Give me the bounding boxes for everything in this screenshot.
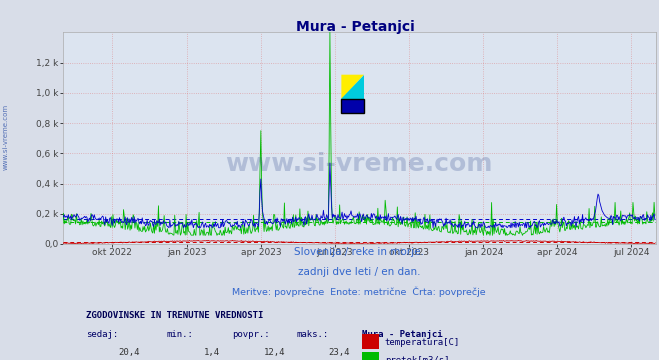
Text: zadnji dve leti / en dan.: zadnji dve leti / en dan. bbox=[298, 267, 420, 277]
Bar bbox=[362, 352, 379, 360]
Text: Slovenija / reke in morje.: Slovenija / reke in morje. bbox=[294, 247, 424, 257]
Text: temperatura[C]: temperatura[C] bbox=[385, 338, 460, 347]
Polygon shape bbox=[341, 75, 364, 99]
FancyBboxPatch shape bbox=[341, 99, 364, 113]
Text: povpr.:: povpr.: bbox=[232, 330, 270, 339]
Polygon shape bbox=[341, 75, 364, 99]
Text: 1,4: 1,4 bbox=[204, 348, 220, 357]
Text: ZGODOVINSKE IN TRENUTNE VREDNOSTI: ZGODOVINSKE IN TRENUTNE VREDNOSTI bbox=[86, 311, 264, 320]
Text: 12,4: 12,4 bbox=[264, 348, 285, 357]
Text: Mura - Petanjci: Mura - Petanjci bbox=[362, 330, 443, 339]
Text: Mura - Petanjci: Mura - Petanjci bbox=[297, 20, 415, 34]
Text: www.si-vreme.com: www.si-vreme.com bbox=[2, 104, 9, 170]
Text: 23,4: 23,4 bbox=[329, 348, 351, 357]
Text: pretok[m3/s]: pretok[m3/s] bbox=[385, 356, 449, 360]
Text: maks.:: maks.: bbox=[297, 330, 329, 339]
Text: sedaj:: sedaj: bbox=[86, 330, 119, 339]
Text: min.:: min.: bbox=[166, 330, 193, 339]
Text: www.si-vreme.com: www.si-vreme.com bbox=[225, 152, 493, 176]
Text: 20,4: 20,4 bbox=[118, 348, 140, 357]
Bar bbox=[362, 334, 379, 349]
Text: Meritve: povprečne  Enote: metrične  Črta: povprečje: Meritve: povprečne Enote: metrične Črta:… bbox=[233, 286, 486, 297]
